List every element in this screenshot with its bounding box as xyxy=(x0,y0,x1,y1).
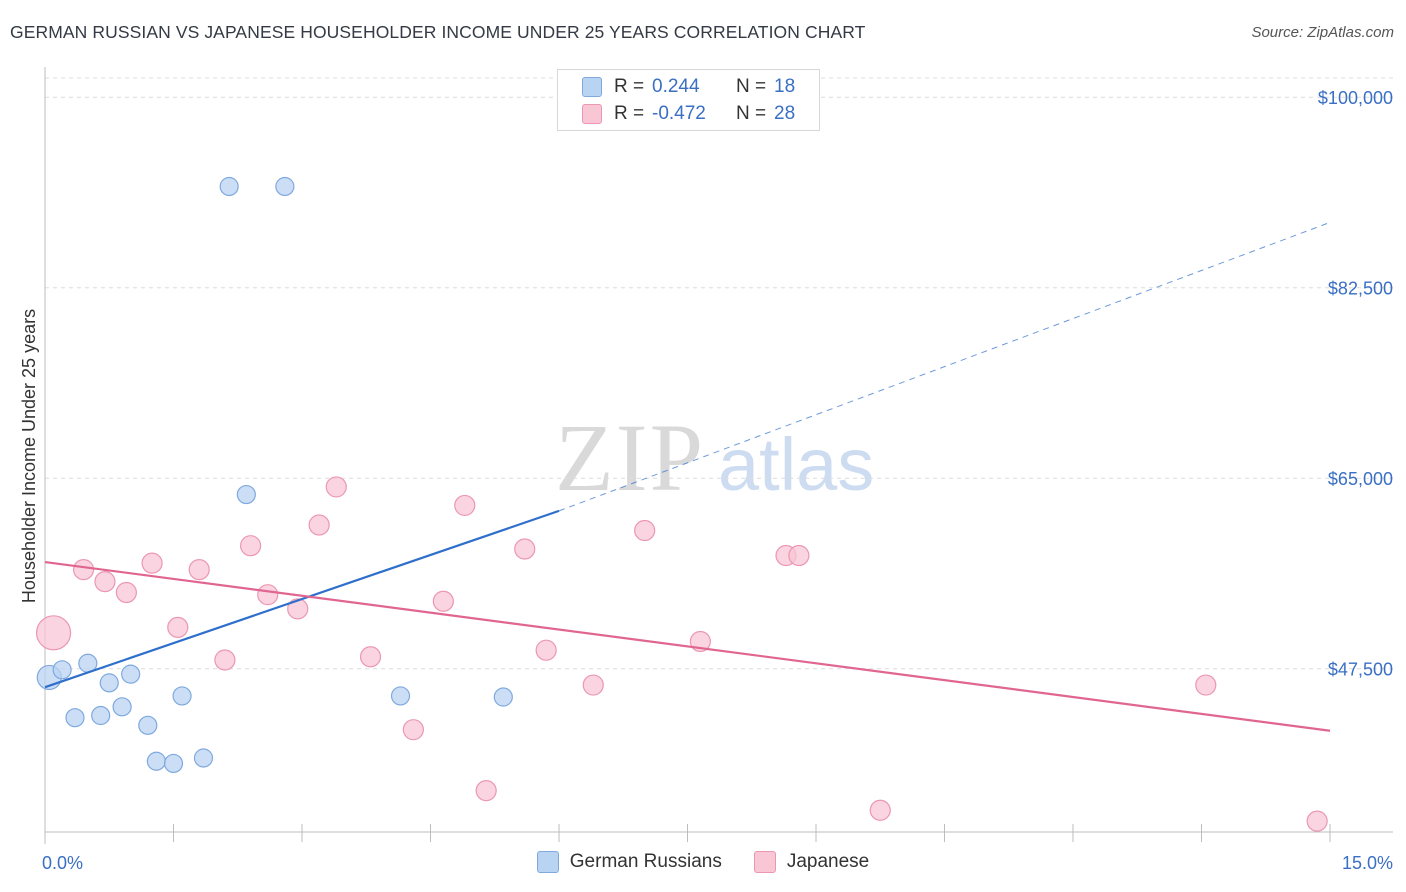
r-label: R = xyxy=(614,76,645,97)
n-label: N = xyxy=(736,76,767,97)
japanese-swatch xyxy=(582,104,602,124)
japanese-point xyxy=(535,639,557,661)
german-trend-line xyxy=(44,509,560,689)
japanese-point xyxy=(141,552,163,574)
japanese-point xyxy=(214,649,236,671)
y-axis-label: Householder Income Under 25 years xyxy=(19,309,39,603)
japanese-point xyxy=(359,646,382,668)
japanese-trend-line xyxy=(44,560,1331,732)
legend-item-japanese[interactable]: Japanese xyxy=(753,851,870,873)
german-point xyxy=(193,748,214,768)
x-tick-label: 15.0% xyxy=(1342,853,1393,873)
japanese-point xyxy=(475,780,497,802)
german-point xyxy=(112,697,132,717)
japanese-point xyxy=(308,514,330,536)
r-value: 0.244 xyxy=(652,76,700,97)
chart-title: GERMAN RUSSIAN VS JAPANESE HOUSEHOLDER I… xyxy=(10,22,866,42)
y-tick-label: $100,000 xyxy=(1318,88,1393,108)
japanese-point xyxy=(287,598,309,620)
japanese-point xyxy=(240,535,262,557)
german-point xyxy=(52,660,72,680)
german-point xyxy=(65,708,85,728)
y-tick-label: $65,000 xyxy=(1328,469,1393,489)
japanese-point xyxy=(115,581,137,604)
watermark-atlas: atlas xyxy=(718,423,874,506)
n-value: 18 xyxy=(774,76,796,97)
r-label: R = xyxy=(614,103,645,124)
n-label: N = xyxy=(736,103,767,124)
japanese-point xyxy=(167,616,189,638)
japanese-point xyxy=(432,590,454,612)
japanese-point xyxy=(1195,674,1217,696)
japanese-point xyxy=(788,544,810,567)
japanese-point xyxy=(402,719,424,741)
german-point xyxy=(172,686,192,706)
german-point xyxy=(91,705,111,726)
japanese-point xyxy=(582,674,604,696)
legend-label-japanese: Japanese xyxy=(786,851,870,872)
german-swatch xyxy=(582,77,602,97)
legend-row-japanese: R = -0.472 N = 28 xyxy=(582,101,795,127)
japanese-point xyxy=(325,476,347,498)
german-point xyxy=(99,673,119,693)
x-tick-label: 0.0% xyxy=(42,853,83,873)
japanese-point xyxy=(35,615,72,651)
german-point xyxy=(236,484,256,505)
japanese-point xyxy=(257,584,279,606)
y-tick-label: $82,500 xyxy=(1328,279,1393,299)
german-point xyxy=(163,753,184,774)
japanese-point xyxy=(634,519,656,542)
legend-label-german: German Russians xyxy=(569,851,722,872)
n-value: 28 xyxy=(774,103,796,124)
japanese-swatch xyxy=(753,851,776,873)
german-point xyxy=(275,176,295,197)
japanese-point xyxy=(1306,810,1328,832)
german-point xyxy=(219,176,239,197)
german-swatch xyxy=(536,851,559,873)
german-trend-extension xyxy=(558,221,1331,512)
japanese-point xyxy=(72,559,95,581)
german-point xyxy=(146,751,166,771)
japanese-point xyxy=(514,538,536,560)
japanese-point xyxy=(454,494,476,517)
japanese-point xyxy=(869,799,891,821)
legend-row-german: R = 0.244 N = 18 xyxy=(582,74,795,100)
german-point xyxy=(121,664,141,684)
watermark-zip: ZIP xyxy=(555,404,705,511)
german-point xyxy=(138,715,158,735)
legend-item-german[interactable]: German Russians xyxy=(536,851,722,873)
series-legend: German Russians Japanese xyxy=(0,851,1406,873)
german-point xyxy=(493,687,513,707)
japanese-point xyxy=(94,571,116,593)
y-tick-label: $47,500 xyxy=(1328,660,1393,680)
german-point xyxy=(390,686,411,706)
japanese-point xyxy=(188,559,210,581)
source-label: Source: ZipAtlas.com xyxy=(1251,24,1394,41)
correlation-legend: R = 0.244 N = 18 R = -0.472 N = 28 xyxy=(557,69,820,131)
r-value: -0.472 xyxy=(652,103,706,124)
